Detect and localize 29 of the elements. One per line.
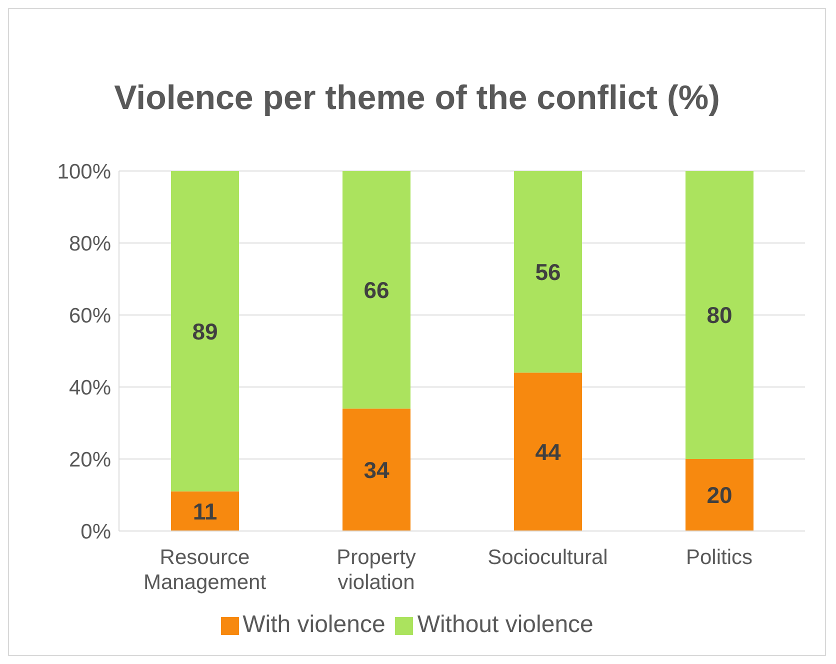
y-tick-label: 40%: [68, 376, 111, 400]
data-label: 34: [364, 456, 390, 483]
y-tick-label: 60%: [68, 304, 111, 328]
y-tick-label: 100%: [57, 160, 111, 184]
data-label: 11: [192, 498, 218, 524]
data-label: 44: [535, 438, 561, 465]
y-tick-label: 0%: [80, 520, 111, 544]
bar: [686, 171, 754, 459]
x-tick-label: Property violation: [336, 546, 416, 594]
bar: [514, 372, 582, 531]
bar: [514, 171, 582, 373]
data-label: 89: [192, 318, 218, 344]
bar: [686, 459, 754, 531]
data-label: 56: [535, 258, 561, 285]
bar: [171, 171, 239, 492]
y-tick-label: 20%: [68, 448, 111, 472]
x-tick-label: Politics: [686, 546, 753, 569]
legend-label: Without violence: [417, 611, 594, 638]
y-tick-label: 80%: [68, 232, 111, 256]
bar: [171, 491, 239, 531]
data-label: 80: [706, 302, 732, 328]
x-tick-label: Resource Management: [143, 546, 266, 594]
chart-title: Violence per theme of the conflict (%): [113, 79, 721, 119]
x-tick-label: Sociocultural: [488, 546, 608, 569]
legend-label: With violence: [242, 611, 386, 638]
bar: [342, 408, 410, 531]
data-label: 20: [706, 482, 732, 508]
data-label: 66: [364, 276, 390, 303]
bar: [342, 171, 410, 409]
